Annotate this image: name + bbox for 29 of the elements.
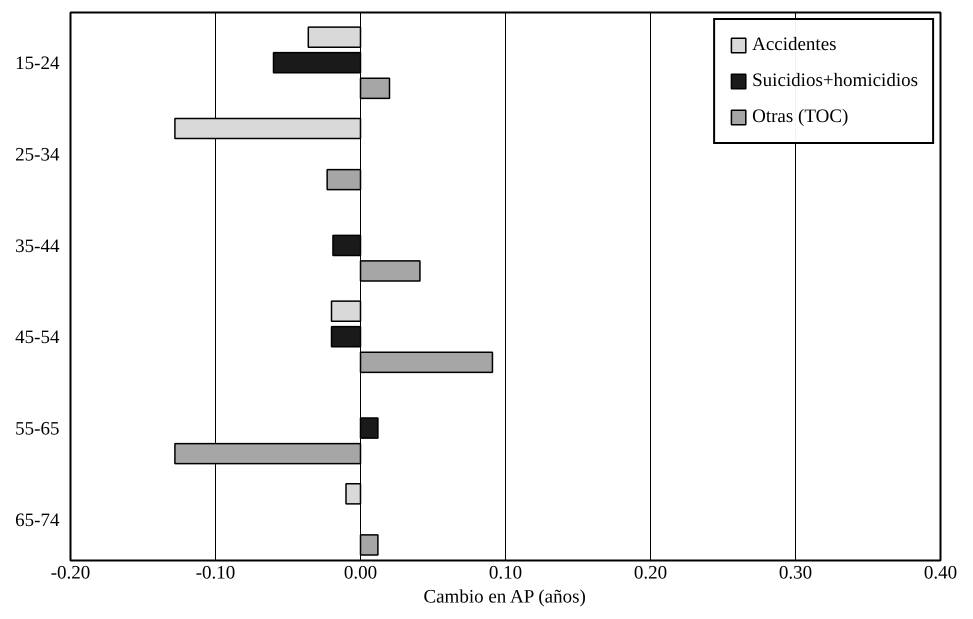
bar [360,352,494,374]
bar [326,168,362,190]
x-tick-label: 0.40 [924,562,958,584]
bar [272,52,362,74]
y-tick-label: 35-44 [15,236,60,257]
x-tick-label: 0.30 [778,562,812,584]
y-tick-label: 15-24 [15,53,60,74]
bar [330,300,362,322]
y-tick-label: 45-54 [15,327,60,348]
legend-label: Otras (TOC) [752,106,848,128]
legend-label: Accidentes [752,34,837,56]
bar [360,78,390,100]
y-tick-label: 65-74 [15,510,60,531]
x-tick-label: 0.10 [488,562,522,584]
legend-label: Suicidios+homicidios [752,70,918,92]
x-tick-label: 0.20 [634,562,668,584]
bar [308,26,362,48]
bar [360,417,379,439]
bar [332,234,362,256]
x-axis-title: Cambio en AP (años) [423,586,586,608]
bar [360,260,421,282]
y-tick-label: 25-34 [15,144,60,166]
bar [345,483,362,505]
x-tick-label: 0.00 [344,562,378,584]
x-tick-label: -0.20 [50,562,90,584]
x-tick-label: -0.10 [196,562,236,584]
bar [330,326,362,348]
bar [360,534,379,556]
y-tick-label: 55-65 [15,418,60,440]
